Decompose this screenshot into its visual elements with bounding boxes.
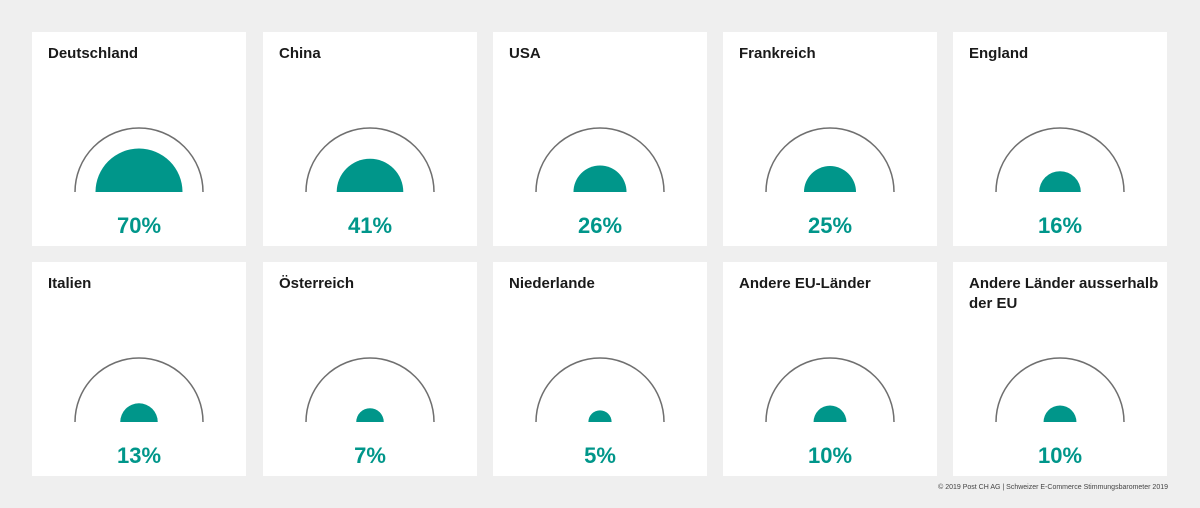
gauge-title: Deutschland <box>48 45 139 62</box>
gauge-chart <box>995 357 1125 423</box>
gauge-card: USA 26% <box>493 32 707 246</box>
gauge-title: Niederlande <box>509 275 595 292</box>
gauge-title: Andere EU-Länder <box>739 275 871 292</box>
gauge-chart <box>305 127 435 193</box>
gauge-value-semicircle <box>120 403 158 422</box>
gauge-percentage: 10% <box>1037 443 1083 468</box>
gauge-outline-arc <box>535 357 665 423</box>
gauge-title: USA <box>509 45 541 62</box>
gauge-card: Andere EU-Länder 10% <box>723 262 937 476</box>
gauge-percentage: 7% <box>354 443 386 468</box>
gauge-outline-arc <box>995 357 1125 423</box>
gauge-card: Italien 13% <box>32 262 246 476</box>
gauge-chart <box>74 357 204 423</box>
gauge-value-semicircle <box>588 410 612 422</box>
gauge-title: Frankreich <box>739 45 816 62</box>
gauge-value-semicircle <box>1039 171 1081 192</box>
gauge-percentage: 41% <box>347 213 393 238</box>
gauge-chart <box>765 127 895 193</box>
gauge-percentage: 25% <box>807 213 853 238</box>
gauge-outline-arc <box>765 357 895 423</box>
gauge-outline-arc <box>305 357 435 423</box>
gauge-chart <box>535 357 665 423</box>
gauge-value-semicircle <box>813 405 847 422</box>
gauge-outline-arc <box>535 127 665 193</box>
gauge-card: Frankreich 25% <box>723 32 937 246</box>
gauge-percentage: 70% <box>116 213 162 238</box>
gauge-percentage: 13% <box>116 443 162 468</box>
gauge-card: England 16% <box>953 32 1167 246</box>
gauge-title: China <box>279 45 321 62</box>
gauge-outline-arc <box>74 127 204 193</box>
gauge-card: Andere Länder ausserhalb der EU 10% <box>953 262 1167 476</box>
gauge-percentage: 16% <box>1037 213 1083 238</box>
gauge-card: Deutschland 70% <box>32 32 246 246</box>
gauge-title: Andere Länder ausserhalb der EU <box>969 275 1159 312</box>
gauge-chart <box>74 127 204 193</box>
gauge-title: England <box>969 45 1029 62</box>
gauge-percentage: 5% <box>584 443 616 468</box>
gauge-outline-arc <box>765 127 895 193</box>
gauge-value-semicircle <box>804 166 856 192</box>
gauge-value-semicircle <box>356 408 384 422</box>
gauge-chart <box>765 357 895 423</box>
gauge-card: Österreich 7% <box>263 262 477 476</box>
gauge-chart <box>305 357 435 423</box>
gauge-value-semicircle <box>95 148 183 192</box>
gauge-chart <box>535 127 665 193</box>
gauge-title: Italien <box>48 275 92 292</box>
gauge-value-semicircle <box>336 158 404 192</box>
gauge-outline-arc <box>995 127 1125 193</box>
gauge-card: China 41% <box>263 32 477 246</box>
gauge-value-semicircle <box>1043 405 1077 422</box>
gauge-card: Niederlande 5% <box>493 262 707 476</box>
gauge-percentage: 10% <box>807 443 853 468</box>
gauge-value-semicircle <box>573 165 627 192</box>
gauge-percentage: 26% <box>577 213 623 238</box>
gauge-chart <box>995 127 1125 193</box>
gauge-outline-arc <box>305 127 435 193</box>
gauge-outline-arc <box>74 357 204 423</box>
gauge-title: Österreich <box>279 275 355 292</box>
copyright-footer: © 2019 Post CH AG | Schweizer E-Commerce… <box>938 484 1168 491</box>
